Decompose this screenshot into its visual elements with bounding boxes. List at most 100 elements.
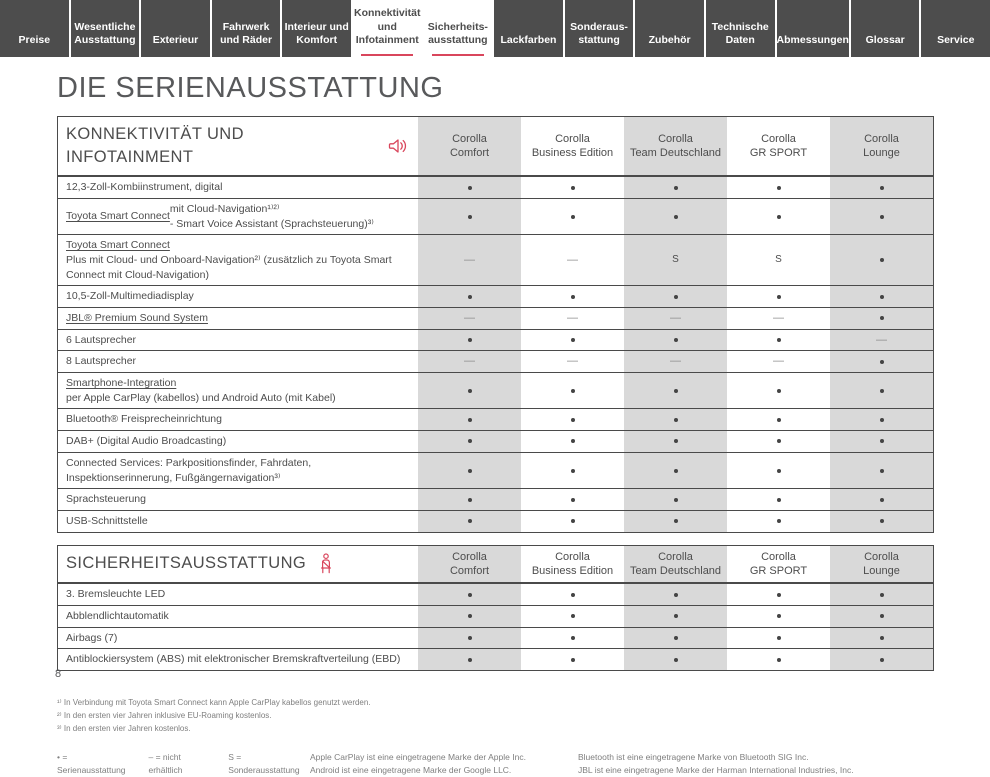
mark-cell bbox=[624, 198, 727, 235]
mark-cell bbox=[830, 510, 933, 532]
standard-equipment-dot bbox=[570, 497, 575, 502]
not-available-dash: — bbox=[464, 355, 475, 368]
mark-cell bbox=[521, 649, 624, 670]
mark-cell bbox=[521, 628, 624, 649]
mark-cell bbox=[624, 489, 727, 510]
footnote-2: ²⁾ In den ersten vier Jahren inklusive E… bbox=[57, 710, 272, 720]
mark-cell bbox=[624, 177, 727, 198]
not-available-dash: — bbox=[670, 355, 681, 368]
mark-cell bbox=[727, 649, 830, 670]
feature-label: 8 Lautsprecher bbox=[66, 355, 137, 368]
tab-sonderausstattung[interactable]: Sonderaus- stattung bbox=[564, 0, 634, 57]
feature-label: Antiblockiersystem (ABS) mit elektronisc… bbox=[66, 653, 401, 666]
standard-equipment-dot bbox=[879, 185, 884, 190]
mark-cell bbox=[830, 235, 933, 286]
tab-wesentliche-ausstattung[interactable]: Wesentliche Ausstattung bbox=[70, 0, 140, 57]
active-tab-underline bbox=[431, 54, 484, 56]
glossary-link[interactable]: Toyota Smart Connect bbox=[66, 210, 170, 223]
standard-equipment-dot bbox=[776, 388, 781, 393]
feature-label: DAB+ (Digital Audio Broadcasting) bbox=[66, 435, 227, 448]
standard-equipment-dot bbox=[570, 388, 575, 393]
tab-label: Sonderaus- stattung bbox=[570, 20, 628, 47]
standard-equipment-dot bbox=[467, 635, 472, 640]
mark-cell: — bbox=[418, 308, 521, 329]
tab-preise[interactable]: Preise bbox=[0, 0, 69, 57]
standard-equipment-dot bbox=[879, 316, 884, 321]
standard-equipment-dot bbox=[776, 338, 781, 343]
not-available-dash: — bbox=[567, 355, 578, 368]
table-row: Antiblockiersystem (ABS) mit elektronisc… bbox=[58, 648, 933, 670]
tab-interieur-und-komfort[interactable]: Interieur und Komfort bbox=[282, 0, 351, 57]
mark-cell bbox=[830, 584, 933, 605]
tab-exterieur[interactable]: Exterieur bbox=[141, 0, 210, 57]
feature-label-cell: JBL® Premium Sound System bbox=[58, 308, 418, 329]
tab-label: Preise bbox=[18, 34, 51, 47]
mark-cell bbox=[418, 409, 521, 431]
table-row: Smartphone-Integration per Apple CarPlay… bbox=[58, 372, 933, 409]
feature-label-cell: 8 Lautsprecher bbox=[58, 351, 418, 372]
mark-cell bbox=[727, 373, 830, 408]
mark-cell bbox=[830, 308, 933, 329]
mark-cell: — bbox=[624, 308, 727, 329]
tab-konnektivitaet-und-infotainment[interactable]: Konnektivität und Infotainment bbox=[352, 0, 422, 57]
mark-cell bbox=[624, 510, 727, 532]
mark-cell bbox=[624, 409, 727, 431]
table-row: 12,3-Zoll-Kombiinstrument, digital bbox=[58, 177, 933, 198]
mark-cell bbox=[727, 606, 830, 627]
mark-cell bbox=[727, 286, 830, 307]
standard-equipment-dot bbox=[673, 214, 678, 219]
tab-abmessungen[interactable]: Abmessungen bbox=[776, 0, 849, 57]
tab-label: Abmessungen bbox=[776, 34, 849, 47]
tab-label: Zubehör bbox=[648, 34, 691, 47]
mark-cell: — bbox=[830, 329, 933, 351]
feature-label: Plus mit Cloud- und Onboard-Navigation²⁾… bbox=[66, 253, 392, 281]
tab-glossar[interactable]: Glossar bbox=[850, 0, 920, 57]
legend-row: • = Serienausstattung – = nicht erhältli… bbox=[57, 751, 934, 777]
feature-label: Bluetooth® Freisprecheinrichtung bbox=[66, 413, 222, 426]
standard-equipment-dot bbox=[776, 519, 781, 524]
standard-equipment-dot bbox=[467, 439, 472, 444]
feature-label: Airbags (7) bbox=[66, 631, 118, 644]
feature-label-cell: Smartphone-Integration per Apple CarPlay… bbox=[58, 373, 418, 408]
standard-equipment-dot bbox=[570, 657, 575, 662]
page-title: DIE SERIENAUSSTATTUNG bbox=[57, 72, 444, 104]
mark-cell bbox=[830, 286, 933, 307]
mark-cell bbox=[624, 605, 727, 627]
tab-technische-daten[interactable]: Technische Daten bbox=[705, 0, 775, 57]
feature-label-cell: 10,5-Zoll-Multimediadisplay bbox=[58, 286, 418, 307]
glossary-link[interactable]: Toyota Smart Connect bbox=[66, 239, 170, 252]
mark-cell bbox=[830, 177, 933, 198]
standard-equipment-dot bbox=[467, 214, 472, 219]
feature-label: mit Cloud-Navigation¹⁾²⁾ - Smart Voice A… bbox=[169, 202, 374, 230]
tab-lackfarben[interactable]: Lackfarben bbox=[494, 0, 563, 57]
standard-equipment-dot bbox=[776, 614, 781, 619]
mark-cell bbox=[418, 584, 521, 605]
mark-cell bbox=[521, 330, 624, 351]
tab-fahrwerk-und-raeder[interactable]: Fahrwerk und Räder bbox=[211, 0, 281, 57]
tab-zubehoer[interactable]: Zubehör bbox=[635, 0, 704, 57]
tab-sicherheitsausstattung[interactable]: Sicherheits- ausstattung bbox=[423, 0, 493, 57]
mark-cell bbox=[521, 286, 624, 307]
standard-equipment-dot bbox=[879, 592, 884, 597]
table-body: 12,3-Zoll-Kombiinstrument, digital Toyota… bbox=[58, 177, 933, 532]
standard-equipment-dot bbox=[570, 635, 575, 640]
table-header-row: SICHERHEITSAUSSTATTUNG Corolla Comfort Cor… bbox=[58, 545, 933, 585]
mark-cell bbox=[418, 627, 521, 649]
standard-equipment-dot bbox=[570, 468, 575, 473]
feature-label: Connected Services: Parkpositionsfinder,… bbox=[66, 456, 312, 484]
feature-label-cell: USB-Schnittstelle bbox=[58, 511, 418, 532]
mark-cell bbox=[418, 373, 521, 409]
glossary-link[interactable]: JBL® Premium Sound System bbox=[66, 312, 208, 324]
table-row: JBL® Premium Sound System — — — — bbox=[58, 307, 933, 329]
glossary-link[interactable]: Smartphone-Integration bbox=[66, 377, 177, 390]
mark-cell bbox=[418, 329, 521, 351]
column-header: Corolla Team Deutschland bbox=[624, 117, 727, 176]
mark-cell bbox=[624, 584, 727, 605]
standard-equipment-dot bbox=[879, 294, 884, 299]
tab-service[interactable]: Service bbox=[921, 0, 990, 57]
standard-equipment-dot bbox=[879, 497, 884, 502]
legend-not-available: – = nicht erhältlich bbox=[148, 752, 183, 776]
mark-cell bbox=[418, 177, 521, 198]
table-body: 3. Bremsleuchte LED Abblendlichtautomatik… bbox=[58, 584, 933, 670]
tab-label: Fahrwerk und Räder bbox=[220, 20, 273, 47]
